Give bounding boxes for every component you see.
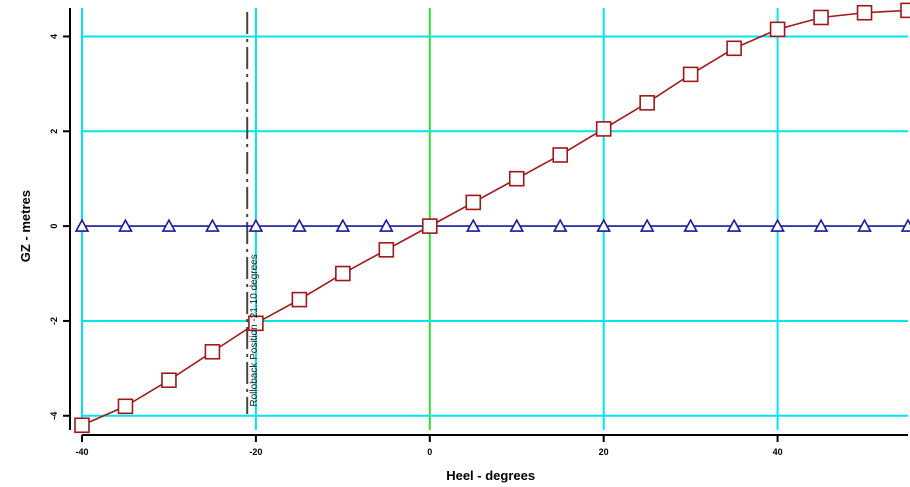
flat-point-marker <box>292 218 307 232</box>
gz-point-marker <box>161 372 177 389</box>
x-tick-label: 40 <box>773 447 783 457</box>
flat-point-marker <box>596 218 612 232</box>
x-axis-title: Heel - degrees <box>446 468 535 483</box>
flat-point-marker <box>900 218 910 232</box>
flat-point-marker <box>378 218 394 232</box>
flat-point-marker <box>161 218 177 232</box>
y-tick-label: -2 <box>49 317 59 325</box>
x-tick-label: 20 <box>599 447 609 457</box>
gz-point-marker <box>291 291 308 308</box>
flat-point-marker <box>770 218 785 232</box>
flat-point-marker <box>857 218 872 232</box>
flat-point-marker <box>118 218 133 232</box>
flat-point-marker <box>683 218 698 232</box>
gz-point-marker <box>639 95 655 111</box>
gz-point-marker <box>682 66 699 83</box>
gz-point-marker <box>552 147 569 163</box>
series-group <box>74 2 910 434</box>
gz-series-line <box>81 9 909 426</box>
flat-point-marker <box>813 218 829 232</box>
gz-point-marker <box>117 398 134 415</box>
flat-point-marker <box>465 218 481 232</box>
gz-point-marker <box>74 417 90 434</box>
gz-point-marker <box>726 40 742 57</box>
y-tick-label: -4 <box>49 412 59 420</box>
y-tick-label: 2 <box>49 129 59 134</box>
grid-lines <box>81 8 908 430</box>
flat-point-marker <box>726 218 742 232</box>
gz-point-marker <box>248 315 264 332</box>
gz-point-marker <box>595 121 612 137</box>
gz-point-marker <box>421 218 438 234</box>
gz-point-marker <box>769 21 786 38</box>
flat-point-marker <box>552 218 568 232</box>
x-tick-label: -20 <box>249 447 262 457</box>
rollback-annotation: Rolloback Position -21.10 degrees <box>249 254 260 406</box>
gz-point-marker <box>813 9 829 26</box>
flat-point-marker <box>639 218 655 232</box>
gz-point-marker <box>508 170 525 187</box>
y-tick-label: 0 <box>49 224 59 229</box>
y-tick-label: 4 <box>49 34 59 39</box>
flat-point-marker <box>509 218 525 232</box>
gz-point-marker <box>335 265 351 282</box>
y-axis-title: GZ - metres <box>18 190 33 262</box>
gz-point-marker <box>204 343 221 360</box>
flat-point-marker <box>248 218 264 232</box>
x-tick-label: 0 <box>427 447 432 457</box>
x-tick-label: -40 <box>75 447 88 457</box>
gz-point-marker <box>378 242 395 258</box>
flat-point-marker <box>335 218 351 232</box>
flat-point-marker <box>74 218 90 232</box>
gz-point-marker <box>856 4 873 21</box>
gz-point-marker <box>900 2 910 19</box>
flat-point-marker <box>205 218 220 232</box>
gz-point-marker <box>465 194 482 211</box>
